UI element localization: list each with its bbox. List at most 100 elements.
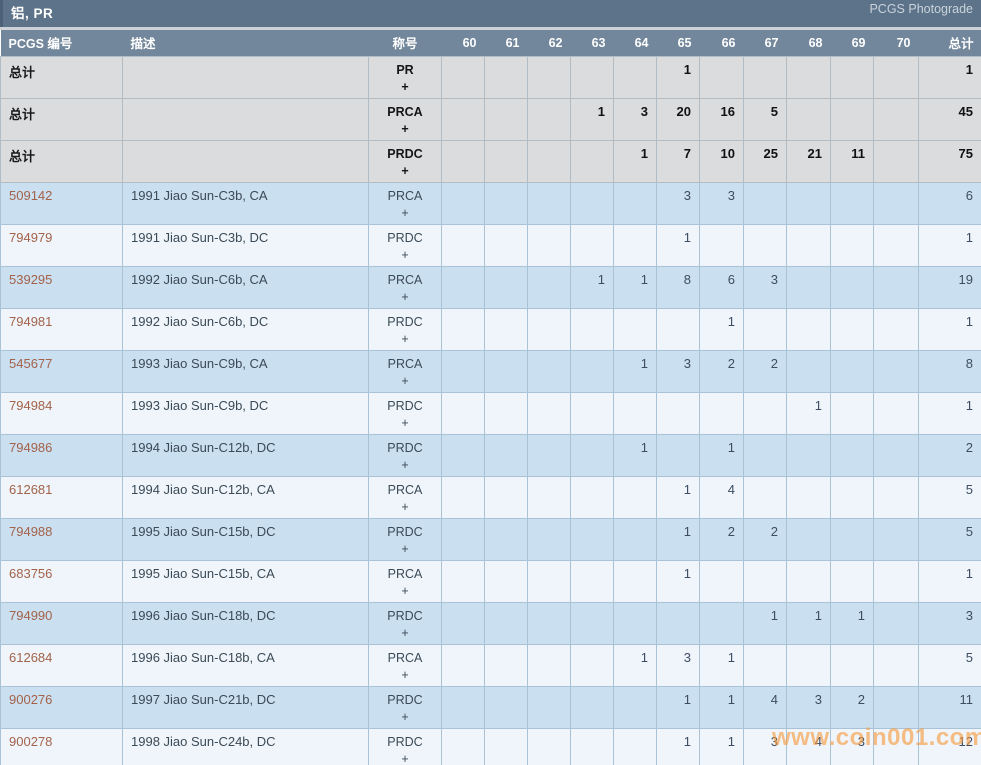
- designation-cell: PRCA +: [368, 97, 442, 141]
- coin-description: 1995 Jiao Sun-C15b, DC: [122, 517, 369, 561]
- grade-count-cell-60: [441, 643, 485, 687]
- grade-count-cell-65: 3: [656, 643, 700, 687]
- grade-count-cell-62: [527, 223, 571, 267]
- plus-suffix: +: [401, 163, 409, 178]
- plus-suffix: +: [401, 667, 409, 682]
- grade-count-cell-61: [484, 97, 528, 141]
- coin-description: 1996 Jiao Sun-C18b, CA: [122, 643, 369, 687]
- grade-count-cell-60: [441, 433, 485, 477]
- pcgs-number-cell: 683756: [0, 559, 123, 603]
- designation-cell: PRDC +: [368, 391, 442, 435]
- grade-count-cell-63: [570, 55, 614, 99]
- pcgs-number-link[interactable]: 794990: [9, 607, 53, 623]
- grade-count-cell-65: 1: [656, 517, 700, 561]
- designation-label: PRDC: [387, 314, 423, 329]
- grade-count-cell-66: 6: [699, 265, 744, 309]
- total-count-cell: 1: [918, 307, 981, 351]
- grade-count-cell-61: [484, 265, 528, 309]
- grade-count-cell-68: [786, 223, 831, 267]
- grade-count-cell-66: [699, 391, 744, 435]
- grade-count-cell-66: [699, 223, 744, 267]
- grade-count-cell-68: [786, 559, 831, 603]
- grade-count-cell-68: 3: [786, 685, 831, 729]
- pcgs-number-cell: 900276: [0, 685, 123, 729]
- coin-description: 1991 Jiao Sun-C3b, CA: [122, 181, 369, 225]
- pcgs-number-link[interactable]: 794988: [9, 523, 53, 539]
- coin-description: [122, 97, 369, 141]
- designation-cell: PRDC +: [368, 517, 442, 561]
- plus-suffix: +: [401, 289, 409, 304]
- pcgs-number-link[interactable]: 545677: [9, 355, 53, 371]
- grade-count-cell-70: [873, 97, 919, 141]
- grade-count-cell-65: 7: [656, 139, 700, 183]
- grade-count-cell-62: [527, 391, 571, 435]
- col-header-grade-69: 69: [830, 30, 874, 56]
- population-table: PCGS 编号 描述 称号 60 61 62 63 64 65 66 67 68 69 70 总计 总计 PR…: [0, 30, 981, 765]
- photograde-link[interactable]: PCGS Photograde: [869, 2, 973, 16]
- pcgs-number-cell: 794990: [0, 601, 123, 645]
- grade-count-cell-63: [570, 181, 614, 225]
- pcgs-number-link[interactable]: 683756: [9, 565, 53, 581]
- grade-count-cell-67: [743, 181, 787, 225]
- pcgs-number-link[interactable]: 794984: [9, 397, 53, 413]
- grade-count-cell-68: [786, 265, 831, 309]
- coin-description: 1995 Jiao Sun-C15b, CA: [122, 559, 369, 603]
- total-count-cell: 5: [918, 475, 981, 519]
- grade-count-cell-64: 1: [613, 139, 657, 183]
- col-header-grade-63: 63: [570, 30, 614, 56]
- pcgs-number-link[interactable]: 900278: [9, 733, 53, 749]
- grade-count-cell-69: 3: [830, 727, 874, 765]
- coin-description: 1994 Jiao Sun-C12b, CA: [122, 475, 369, 519]
- total-count-cell: 1: [918, 559, 981, 603]
- plus-suffix: +: [401, 541, 409, 556]
- grade-count-cell-65: [656, 601, 700, 645]
- designation-label: PRCA: [387, 188, 423, 203]
- pcgs-number-link[interactable]: 612684: [9, 649, 53, 665]
- pcgs-number-link[interactable]: 509142: [9, 187, 53, 203]
- grade-count-cell-65: 20: [656, 97, 700, 141]
- total-count-cell: 1: [918, 55, 981, 99]
- plus-suffix: +: [401, 583, 409, 598]
- designation-label: PRCA: [387, 104, 423, 119]
- grade-count-cell-68: [786, 517, 831, 561]
- grade-count-cell-63: [570, 391, 614, 435]
- pcgs-number-link[interactable]: 539295: [9, 271, 53, 287]
- grade-count-cell-67: 2: [743, 517, 787, 561]
- designation-cell: PRDC +: [368, 223, 442, 267]
- pcgs-number-link[interactable]: 612681: [9, 481, 53, 497]
- grade-count-cell-64: 1: [613, 433, 657, 477]
- divider: [0, 27, 981, 30]
- pcgs-number-link[interactable]: 794979: [9, 229, 53, 245]
- total-count-cell: 45: [918, 97, 981, 141]
- grade-count-cell-70: [873, 601, 919, 645]
- grade-count-cell-66: 1: [699, 685, 744, 729]
- designation-cell: PRCA +: [368, 265, 442, 309]
- grade-count-cell-67: [743, 433, 787, 477]
- grade-count-cell-70: [873, 223, 919, 267]
- grade-count-cell-64: 3: [613, 97, 657, 141]
- pcgs-number-link[interactable]: 794986: [9, 439, 53, 455]
- pcgs-number-link[interactable]: 794981: [9, 313, 53, 329]
- grade-count-cell-64: [613, 601, 657, 645]
- grade-count-cell-68: 4: [786, 727, 831, 765]
- pcgs-number-link[interactable]: 900276: [9, 691, 53, 707]
- table-row: 794988 1995 Jiao Sun-C15b, DC PRDC +1 2 2 5: [0, 517, 981, 561]
- pcgs-number-cell: 794984: [0, 391, 123, 435]
- grade-count-cell-65: 1: [656, 475, 700, 519]
- grade-count-cell-64: 1: [613, 349, 657, 393]
- designation-label: PRDC: [387, 692, 423, 707]
- grade-count-cell-63: [570, 517, 614, 561]
- col-header-grade-61: 61: [484, 30, 528, 56]
- pcgs-number-cell: 509142: [0, 181, 123, 225]
- grade-count-cell-69: [830, 517, 874, 561]
- plus-suffix: +: [401, 121, 409, 136]
- grade-count-cell-61: [484, 475, 528, 519]
- grade-count-cell-64: [613, 391, 657, 435]
- grade-count-cell-70: [873, 139, 919, 183]
- grade-count-cell-61: [484, 223, 528, 267]
- grade-count-cell-65: [656, 433, 700, 477]
- total-count-cell: 8: [918, 349, 981, 393]
- grade-count-cell-62: [527, 517, 571, 561]
- designation-label: PRCA: [387, 356, 423, 371]
- designation-cell: PRDC +: [368, 307, 442, 351]
